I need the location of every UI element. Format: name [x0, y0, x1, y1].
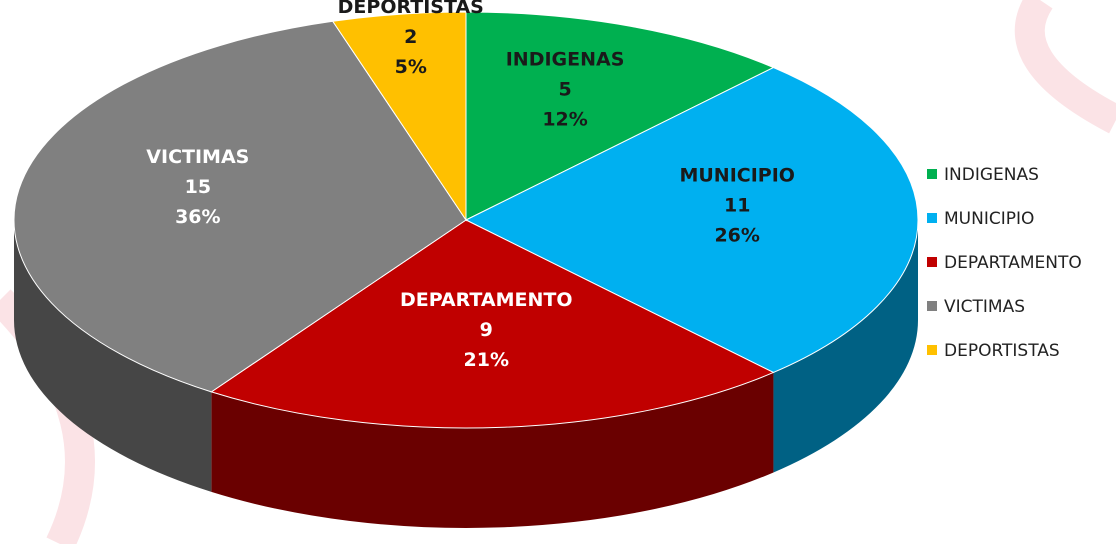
background-curve [1014, 0, 1116, 134]
legend-swatch [927, 213, 937, 223]
slice-value: 15 [185, 176, 211, 198]
legend-label: DEPARTAMENTO [944, 253, 1082, 273]
slice-value: 5 [558, 78, 571, 100]
slice-labels: INDIGENAS 5 12% MUNICIPIO 11 26% DEPARTAMENTO 9… [146, 0, 795, 371]
slice-side [773, 220, 918, 473]
slice-value: 2 [404, 26, 417, 48]
slice [331, 11, 467, 222]
legend-swatch [927, 257, 937, 267]
slice-label: DEPARTAMENTO [400, 289, 573, 311]
slice [465, 11, 775, 221]
legend: INDIGENAS MUNICIPIO DEPARTAMENTO VICTIMAS DE… [927, 165, 1082, 361]
legend-swatch [927, 301, 937, 311]
legend-label: INDIGENAS [944, 165, 1039, 185]
legend-swatch [927, 345, 937, 355]
slice-value: 9 [480, 319, 493, 341]
slice-label: DEPORTISTAS [338, 0, 484, 18]
slice-label: MUNICIPIO [679, 165, 794, 187]
slice [464, 66, 919, 374]
slice-percent: 12% [542, 108, 587, 130]
slice-side [211, 372, 774, 528]
slice-side [14, 220, 212, 492]
slice-percent: 5% [395, 56, 427, 78]
slice-percent: 21% [464, 349, 509, 371]
pie-tops [13, 11, 919, 429]
slice-label: VICTIMAS [146, 146, 249, 168]
legend-label: MUNICIPIO [944, 209, 1034, 229]
pie-sides [14, 220, 918, 528]
slice [13, 20, 467, 393]
slice-value: 11 [724, 195, 750, 217]
legend-label: VICTIMAS [944, 297, 1025, 317]
slice [210, 219, 775, 429]
slice-percent: 26% [714, 225, 759, 247]
legend-swatch [927, 169, 937, 179]
legend-label: DEPORTISTAS [944, 341, 1060, 361]
slice-percent: 36% [175, 206, 220, 228]
slice-label: INDIGENAS [506, 48, 625, 70]
